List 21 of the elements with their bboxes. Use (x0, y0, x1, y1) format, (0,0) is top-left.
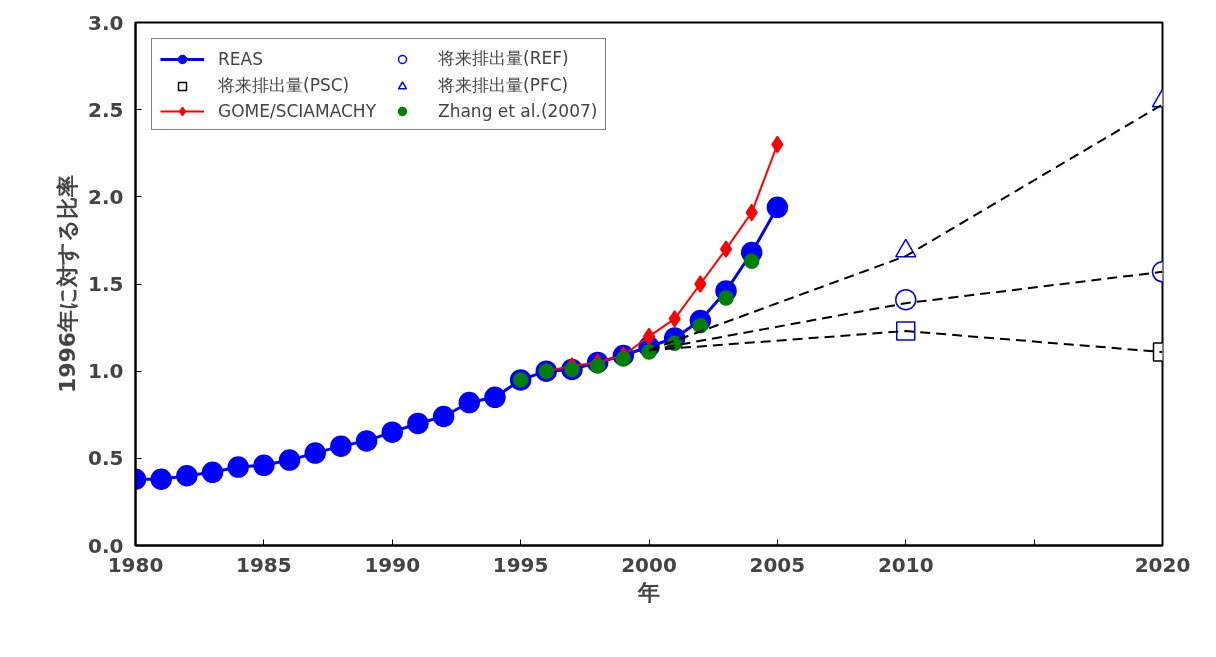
x-tick-label: 1985 (236, 552, 292, 577)
y-tick-label: 3.0 (88, 10, 124, 35)
legend-label: GOME/SCIAMACHY (218, 101, 377, 121)
y-tick-label: 2.5 (88, 97, 124, 122)
x-axis-title: 年 (637, 579, 660, 605)
legend-label: Zhang et al.(2007) (438, 101, 598, 121)
x-tick-label: 2010 (877, 552, 934, 577)
legend-label: REAS (218, 48, 263, 69)
x-tick-label: 2020 (1134, 552, 1191, 577)
y-tick-label: 1.5 (88, 272, 124, 296)
y-tick-label: 1.0 (88, 359, 124, 384)
x-tick-label: 2005 (749, 552, 806, 577)
x-tick-label: 1995 (492, 552, 549, 577)
y-tick-label: 2.0 (88, 184, 124, 209)
y-tick-label: 0.5 (88, 446, 124, 471)
y-axis-title: 1996年に対する比率 (55, 174, 81, 394)
legend-label: 将来排出量(PFC) (438, 74, 569, 97)
x-tick-label: 2000 (621, 552, 677, 577)
legend-label: 将来排出量(PSC) (218, 74, 350, 97)
x-tick-label: 1990 (364, 552, 421, 577)
legend-label: 将来排出量(REF) (438, 47, 569, 70)
